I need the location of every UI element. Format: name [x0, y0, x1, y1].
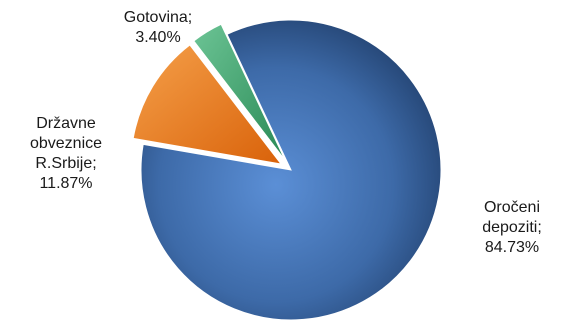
pie-slice-2 [132, 44, 283, 165]
slice-label-line: 11.87% [39, 175, 92, 192]
slice-label-line: Gotovina; [124, 9, 192, 26]
pie-slice-1 [140, 19, 442, 321]
slice-label-line: 3.40% [135, 29, 180, 46]
slice-label-1: Oročeni depoziti; 84.73% [482, 199, 542, 256]
slice-label-line: Državne [36, 115, 96, 132]
slice-label-3: Gotovina; 3.40% [124, 9, 192, 46]
slice-label-line: 84.73% [485, 239, 539, 256]
slice-label-line: Oročeni [484, 199, 540, 216]
slice-label-line: obveznice [30, 135, 102, 152]
pie-slice-3 [193, 23, 286, 161]
slice-label-2: Državne obveznice R.Srbije; 11.87% [30, 115, 102, 192]
slice-label-line: R.Srbije; [35, 155, 96, 172]
slice-label-line: depoziti; [482, 219, 542, 236]
